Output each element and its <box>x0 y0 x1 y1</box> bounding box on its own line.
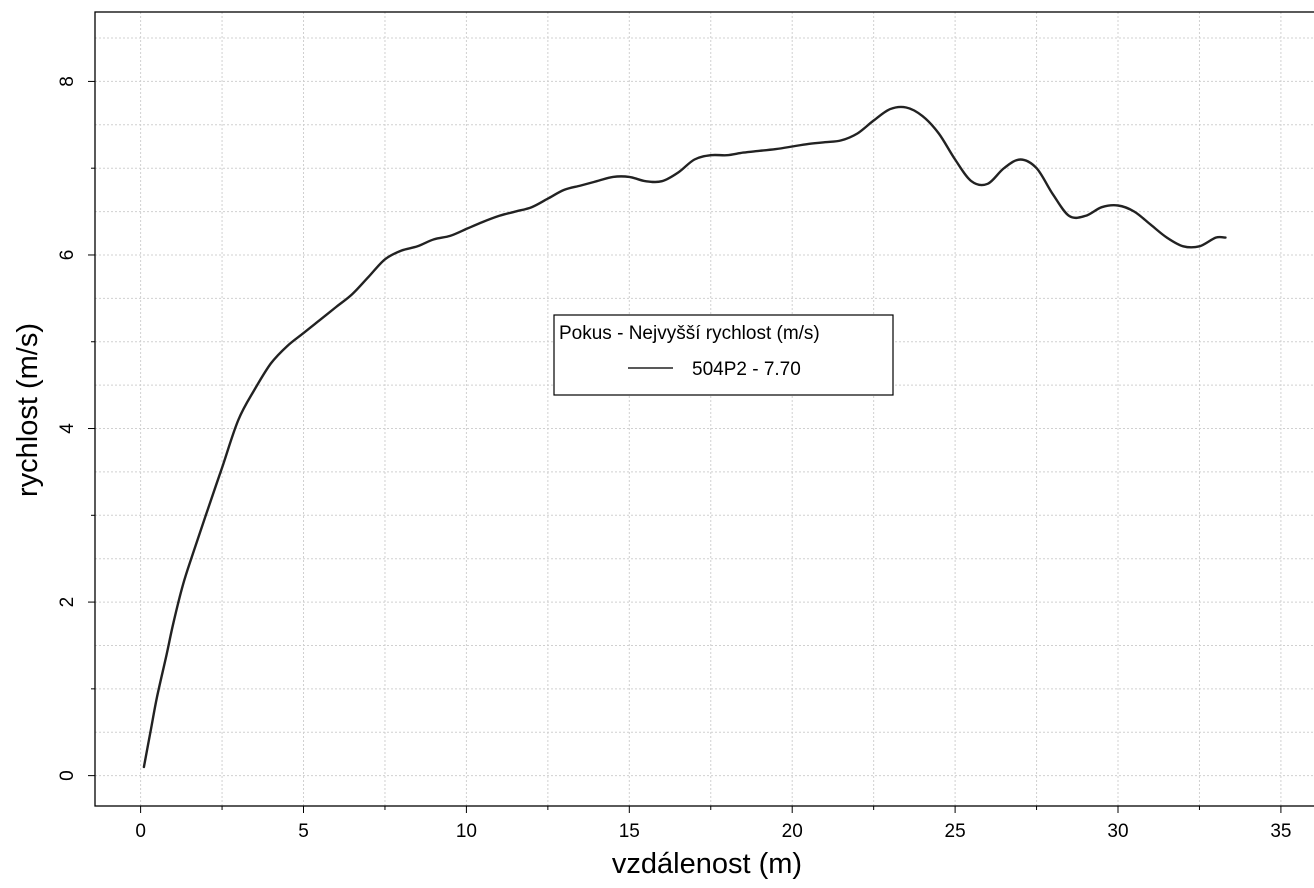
x-tick-label: 20 <box>782 821 803 842</box>
x-tick-label: 15 <box>619 821 640 842</box>
y-tick-label: 6 <box>57 250 78 261</box>
y-tick-label: 4 <box>57 423 78 434</box>
axes: 0 5 10 15 20 25 30 35 0 2 4 6 8 <box>57 76 1291 842</box>
y-axis-title: rychlost (m/s) <box>12 323 44 497</box>
series-line-504P2 <box>142 105 1227 769</box>
x-axis-title: vzdálenost (m) <box>612 848 802 880</box>
legend: Pokus - Nejvyšší rychlost (m/s) 504P2 - … <box>553 314 894 396</box>
x-tick-label: 25 <box>945 821 966 842</box>
y-tick-label: 2 <box>57 597 78 608</box>
y-tick-label: 8 <box>57 76 78 87</box>
legend-entry-label: 504P2 - 7.70 <box>692 359 801 380</box>
legend-box <box>553 314 894 396</box>
series-layer <box>142 105 1227 769</box>
plot-frame <box>94 11 1314 807</box>
x-tick-label: 10 <box>456 821 477 842</box>
x-tick-label: 0 <box>135 821 146 842</box>
x-tick-label: 5 <box>298 821 309 842</box>
legend-title: Pokus - Nejvyšší rychlost (m/s) <box>559 323 820 344</box>
grid <box>95 12 1314 806</box>
x-tick-label: 35 <box>1270 821 1291 842</box>
x-tick-label: 30 <box>1107 821 1128 842</box>
y-tick-label: 0 <box>57 770 78 781</box>
